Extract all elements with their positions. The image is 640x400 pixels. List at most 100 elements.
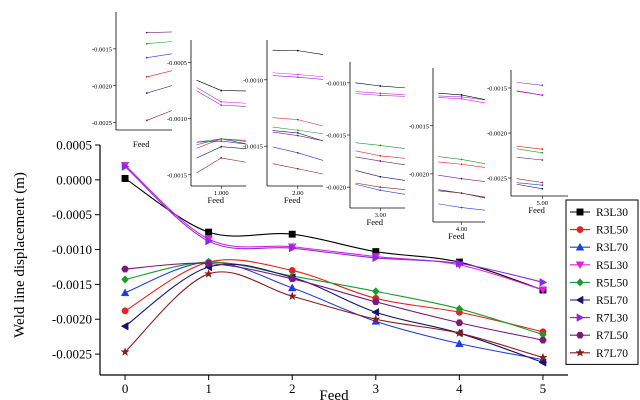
inset-line-R3L50 bbox=[146, 70, 173, 78]
series-R3L70 bbox=[120, 257, 548, 363]
legend-item-R7L30: R7L30 bbox=[570, 313, 628, 325]
inset-point-R3L30 bbox=[220, 89, 223, 92]
series-R7L50 bbox=[121, 260, 547, 344]
y-tick-label: 0.0005 bbox=[56, 138, 92, 153]
inset-point-R3L50 bbox=[296, 118, 299, 121]
inset-y-tick-label: -0.0010 bbox=[167, 116, 187, 123]
data-point-R3L70-2 bbox=[287, 283, 297, 292]
data-point-R5L50-4 bbox=[455, 304, 464, 314]
legend-label: R7L30 bbox=[596, 313, 628, 325]
series-R3L30 bbox=[121, 175, 547, 294]
inset-x-tick-label: 4.00 bbox=[456, 226, 467, 233]
inset-point-R5L70 bbox=[379, 175, 382, 178]
inset-line-R5L50 bbox=[146, 41, 173, 45]
inset-x-title: Feed bbox=[366, 217, 383, 227]
inset-x-title: Feed bbox=[133, 139, 150, 149]
inset-y-tick-label: -0.0020 bbox=[487, 131, 507, 138]
legend-label: R5L30 bbox=[596, 260, 628, 272]
series-line-R3L30 bbox=[124, 177, 544, 291]
legend-item-R5L70: R5L70 bbox=[570, 295, 628, 307]
legend-label: R7L50 bbox=[596, 330, 628, 342]
legend-item-R3L70: R3L70 bbox=[570, 242, 628, 254]
inset-y-tick-label: -0.0025 bbox=[487, 176, 507, 183]
data-point-R3L30-2 bbox=[288, 230, 296, 238]
inset-point-R7L50 bbox=[460, 177, 463, 180]
inset-point-R5L70 bbox=[541, 187, 544, 190]
inset-y-tick-label: -0.0015 bbox=[409, 123, 429, 130]
legend-item-R7L70: R7L70 bbox=[570, 348, 628, 360]
inset-point-R7L30 bbox=[220, 104, 223, 107]
data-point-R7L70-1 bbox=[203, 268, 214, 278]
data-point-R5L50-0 bbox=[121, 275, 129, 284]
inset-line-R3L50 bbox=[355, 150, 406, 159]
inset-line-R5L70 bbox=[196, 146, 247, 159]
legend-item-R5L30: R5L30 bbox=[570, 260, 628, 272]
inset-line-R5L50 bbox=[516, 148, 543, 154]
inset-point-R5L30 bbox=[541, 94, 544, 97]
series-R5L30 bbox=[120, 161, 548, 295]
data-point-R7L30-5 bbox=[539, 278, 548, 287]
legend-label: R5L50 bbox=[596, 277, 628, 289]
inset-point-R7L50 bbox=[145, 31, 148, 34]
inset-point-R7L30 bbox=[541, 84, 544, 87]
legend-item-R7L50: R7L50 bbox=[570, 330, 628, 342]
inset-point-R5L70 bbox=[145, 92, 148, 95]
x-axis-title: Feed bbox=[319, 388, 349, 400]
inset-point-R5L50 bbox=[379, 144, 382, 147]
y-tick-label: -0.0005 bbox=[52, 207, 92, 222]
inset-x-title: Feed bbox=[284, 195, 301, 205]
inset-x-tick-label: 1.000 bbox=[214, 190, 229, 197]
inset-y-tick-label: -0.0020 bbox=[92, 83, 112, 90]
inset-line-R5L70 bbox=[146, 85, 173, 94]
inset-point-R7L70 bbox=[541, 181, 544, 184]
series-R5L70 bbox=[120, 262, 547, 367]
data-point-R3L50-0 bbox=[121, 307, 129, 315]
inset-line-R5L70 bbox=[516, 183, 543, 190]
inset-point-R7L70 bbox=[296, 167, 299, 170]
inset-y-tick-label: -0.0010 bbox=[243, 77, 263, 84]
legend-marker bbox=[576, 278, 584, 287]
inset-y-tick-label: -0.0015 bbox=[92, 46, 112, 53]
x-tick-label: 4 bbox=[456, 381, 463, 396]
legend-marker bbox=[575, 242, 585, 251]
legend-label: R3L30 bbox=[596, 207, 628, 219]
inset-point-R5L70 bbox=[296, 132, 299, 134]
legend-item-R3L30: R3L30 bbox=[570, 207, 628, 219]
inset-y-tick-label: -0.0015 bbox=[487, 86, 507, 93]
y-axis-title: Weld line displacement (m) bbox=[12, 172, 28, 338]
legend-label: R5L70 bbox=[596, 295, 628, 307]
inset-y-tick-label: -0.0005 bbox=[167, 60, 187, 67]
y-tick-label: -0.0015 bbox=[52, 277, 92, 292]
y-tick-label: -0.0010 bbox=[52, 242, 92, 257]
inset-point-R7L70 bbox=[220, 157, 223, 159]
inset-point-R5L50 bbox=[220, 137, 223, 140]
inset-x-title: Feed bbox=[448, 231, 465, 241]
inset-point-R7L30 bbox=[296, 76, 299, 79]
inset-point-R3L30 bbox=[296, 49, 299, 52]
inset-line-R7L50 bbox=[516, 157, 543, 161]
inset-x-title: Feed bbox=[207, 195, 224, 205]
legend-marker bbox=[576, 226, 584, 234]
inset-point-R7L50 bbox=[296, 134, 299, 137]
inset-point-R5L30 bbox=[379, 92, 382, 95]
legend-label: R7L70 bbox=[596, 348, 628, 360]
inset-point-R3L30 bbox=[379, 85, 382, 87]
inset-point-R3L70 bbox=[379, 189, 382, 192]
data-point-R7L70-0 bbox=[120, 347, 130, 357]
inset-x-tick-label: 5.00 bbox=[537, 200, 548, 207]
data-point-R7L30-1 bbox=[205, 236, 213, 246]
data-point-R7L50-2 bbox=[288, 275, 297, 283]
inset-point-R3L50 bbox=[541, 148, 544, 151]
data-point-R7L70-3 bbox=[371, 314, 381, 324]
inset-y-tick-label: -0.0020 bbox=[409, 171, 429, 178]
inset-point-R5L30 bbox=[220, 100, 223, 103]
data-point-R5L30-5 bbox=[538, 286, 548, 295]
data-point-R7L50-4 bbox=[455, 319, 464, 327]
data-point-R7L30-2 bbox=[288, 243, 297, 253]
inset-point-R5L50 bbox=[145, 42, 148, 45]
inset-line-R7L70 bbox=[146, 110, 173, 121]
inset-point-R7L70 bbox=[460, 192, 463, 195]
inset-point-R7L70 bbox=[145, 119, 148, 122]
